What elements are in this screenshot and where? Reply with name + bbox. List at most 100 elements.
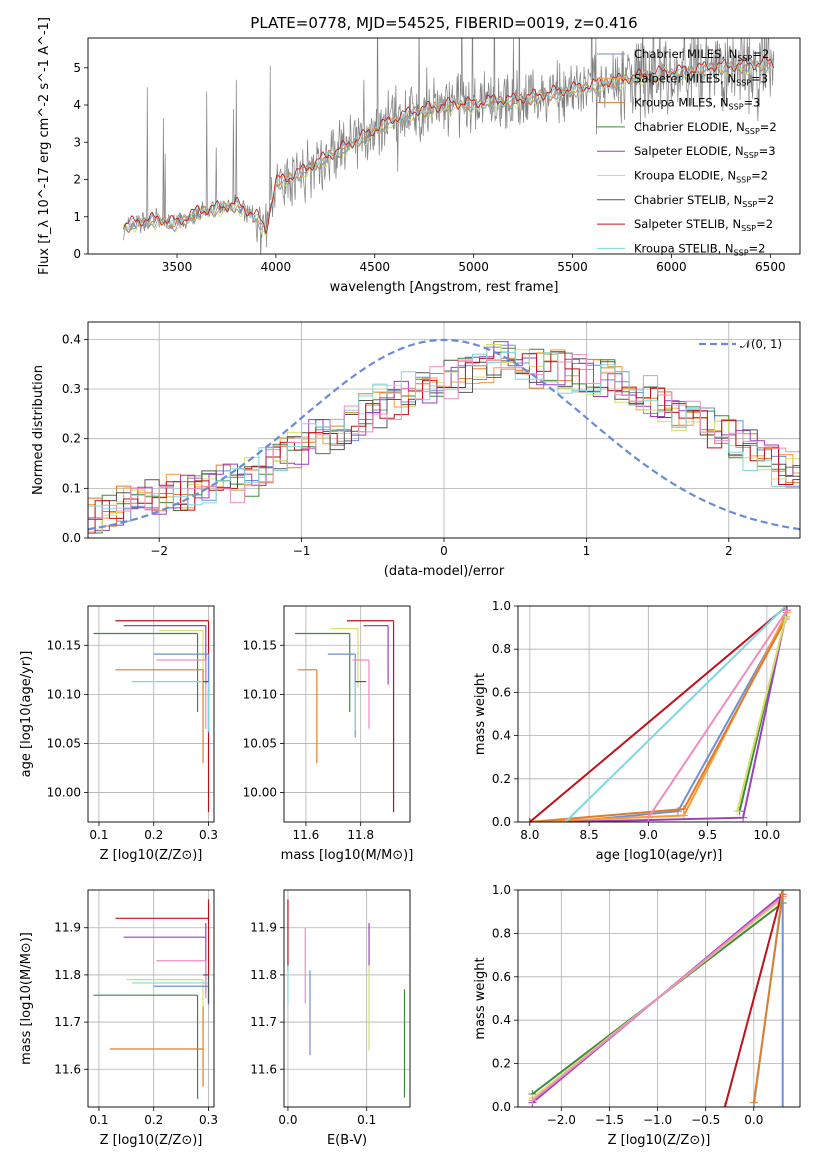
weight-vs-Z-xtick-label: −1.5 — [595, 1113, 624, 1127]
weight-vs-age-ytick-label: 0.0 — [492, 815, 511, 829]
weight-vs-age-ytick-label: 1.0 — [492, 599, 511, 613]
age-vs-mass-ytick-label: 10.15 — [243, 638, 277, 652]
weight-vs-age-xtick-label: 10.0 — [753, 828, 780, 842]
residuals-xtick-label: 0 — [440, 544, 448, 558]
weight-line — [736, 616, 787, 812]
weight-vs-Z-xtick-label: −0.5 — [691, 1113, 720, 1127]
weight-vs-age-xtick-label: 9.5 — [698, 828, 717, 842]
age-vs-Z-xtick-label: 0.2 — [144, 828, 163, 842]
age-vs-Z-plot-area — [93, 620, 210, 813]
weight-vs-Z-xtick-label: 0.0 — [744, 1113, 763, 1127]
weight-line — [647, 609, 788, 819]
weight-vs-age-ytick-label: 0.6 — [492, 685, 511, 699]
residuals-ytick-label: 0.0 — [62, 531, 81, 545]
weight-vs-age-xtick-label: 9.0 — [639, 828, 658, 842]
mass-vs-ebv-xtick-label: 0.1 — [357, 1113, 376, 1127]
weight-vs-Z-ytick-label: 0.2 — [492, 1057, 511, 1071]
age-vs-Z-xtick-label: 0.3 — [199, 828, 218, 842]
mass-vs-Z-xtick-label: 0.3 — [199, 1113, 218, 1127]
mass-vs-Z-plot-area — [93, 899, 210, 1099]
residual-histogram — [88, 354, 800, 538]
age-vs-mass-xtick-label: 11.8 — [347, 828, 374, 842]
model-spectrum-chabrier-miles — [123, 60, 775, 233]
spectrum-xtick-label: 4500 — [360, 260, 391, 274]
weight-vs-age-xtick-label: 8.5 — [580, 828, 599, 842]
mass-vs-Z-frame — [87, 889, 215, 1108]
mass-vs-ebv-ytick-label: 11.6 — [250, 1062, 277, 1076]
age-vs-Z-frame — [87, 605, 215, 823]
weight-vs-age-xlabel: age [log10(age/yr)] — [596, 848, 723, 863]
age-vs-Z-ytick-label: 10.10 — [47, 687, 81, 701]
weight-vs-age-plot-area — [525, 606, 791, 822]
residuals-xlabel: (data-model)/error — [384, 564, 505, 579]
residuals-plot-area — [88, 338, 800, 538]
weight-vs-Z-ytick-label: 1.0 — [492, 883, 511, 897]
age-vs-mass-ytick-label: 10.05 — [243, 736, 277, 750]
weight-vs-Z-ytick-label: 0.0 — [492, 1100, 511, 1114]
residuals-xtick-label: −2 — [150, 544, 168, 558]
weight-vs-age-ytick-label: 0.8 — [492, 642, 511, 656]
legend-entry: Chabrier MILES, NSSP=2 — [634, 47, 769, 63]
weight-vs-Z-ytick-label: 0.4 — [492, 1013, 511, 1027]
spectrum-ytick-label: 0 — [73, 247, 81, 261]
legend-entry: Salpeter ELODIE, NSSP=3 — [634, 144, 776, 160]
age-vs-mass-xlabel: mass [log10(M/M⊙)] — [281, 848, 414, 863]
weight-vs-age-ytick-label: 0.4 — [492, 729, 511, 743]
legend-entry: 𝒩(0, 1) — [740, 337, 782, 351]
mass-vs-ebv-plot-area — [287, 899, 406, 1098]
weight-line — [723, 890, 784, 1107]
residuals-xtick-label: 1 — [583, 544, 591, 558]
model-spectrum-salpeter-stelib — [123, 55, 775, 235]
residuals-ylabel: Normed distribution — [31, 365, 46, 495]
weight-vs-Z-ytick-label: 0.8 — [492, 926, 511, 940]
spectrum-xtick-label: 5500 — [557, 260, 588, 274]
mass-vs-ebv-ytick-label: 11.7 — [250, 1015, 277, 1029]
weight-vs-age-xtick-label: 8.0 — [520, 828, 539, 842]
age-vs-Z-ytick-label: 10.00 — [47, 786, 81, 800]
model-spectrum-kroupa-stelib — [123, 56, 775, 233]
legend-entry: Chabrier ELODIE, NSSP=2 — [634, 120, 777, 136]
age-vs-Z-ytick-label: 10.05 — [47, 736, 81, 750]
age-vs-Z-ylabel: age [log10(age/yr)] — [19, 651, 34, 778]
weight-line — [529, 606, 788, 822]
weight-line — [531, 895, 784, 1102]
spectrum-title: PLATE=0778, MJD=54525, FIBERID=0019, z=0… — [250, 14, 637, 32]
mass-vs-Z-xtick-label: 0.1 — [89, 1113, 108, 1127]
weight-vs-Z-xtick-label: −1.0 — [643, 1113, 672, 1127]
legend-entry: Chabrier STELIB, NSSP=2 — [634, 193, 774, 209]
residuals-ytick-label: 0.2 — [62, 432, 81, 446]
weight-vs-Z-ylabel: mass weight — [473, 957, 488, 1039]
mass-vs-Z-ytick-label: 11.8 — [54, 968, 81, 982]
age-vs-mass-plot-area — [294, 620, 395, 813]
weight-vs-Z-xlabel: Z [log10(Z/Z⊙)] — [608, 1133, 711, 1148]
mass-vs-ebv-xlabel: E(B-V) — [327, 1133, 367, 1148]
mass-vs-ebv-ytick-label: 11.8 — [250, 968, 277, 982]
age-vs-mass-xtick-label: 11.6 — [293, 828, 320, 842]
spectrum-ytick-label: 5 — [73, 61, 81, 75]
legend-entry: Salpeter STELIB, NSSP=2 — [634, 217, 773, 233]
residual-histogram — [88, 351, 800, 534]
residuals-ytick-label: 0.3 — [62, 382, 81, 396]
residuals-ytick-label: 0.1 — [62, 481, 81, 495]
spectrum-xtick-label: 6000 — [656, 260, 687, 274]
mass-vs-ebv-xtick-label: 0.0 — [278, 1113, 297, 1127]
mass-vs-ebv-ytick-label: 11.9 — [250, 921, 277, 935]
weight-vs-Z-ytick-label: 0.6 — [492, 970, 511, 984]
legend-entry: Kroupa MILES, NSSP=3 — [634, 96, 760, 112]
weight-vs-age-ylabel: mass weight — [473, 673, 488, 755]
age-vs-mass-ytick-label: 10.00 — [243, 786, 277, 800]
spectrum-ylabel: Flux [f_λ 10^-17 erg cm^-2 s^-1 A^-1] — [37, 17, 52, 275]
weight-line — [564, 606, 787, 822]
weight-vs-Z-frame — [517, 889, 801, 1108]
weight-vs-age-ytick-label: 0.2 — [492, 772, 511, 786]
legend-entry: Salpeter MILES, NSSP=3 — [634, 71, 768, 87]
mass-vs-Z-ytick-label: 11.6 — [54, 1062, 81, 1076]
spectrum-ytick-label: 1 — [73, 210, 81, 224]
residuals-ytick-label: 0.4 — [62, 332, 81, 346]
legend-entry: Kroupa STELIB, NSSP=2 — [634, 241, 765, 257]
spectrum-ytick-label: 4 — [73, 98, 81, 112]
weight-vs-age-frame — [517, 605, 801, 823]
residuals-xtick-label: 2 — [725, 544, 733, 558]
mass-vs-Z-ytick-label: 11.7 — [54, 1015, 81, 1029]
